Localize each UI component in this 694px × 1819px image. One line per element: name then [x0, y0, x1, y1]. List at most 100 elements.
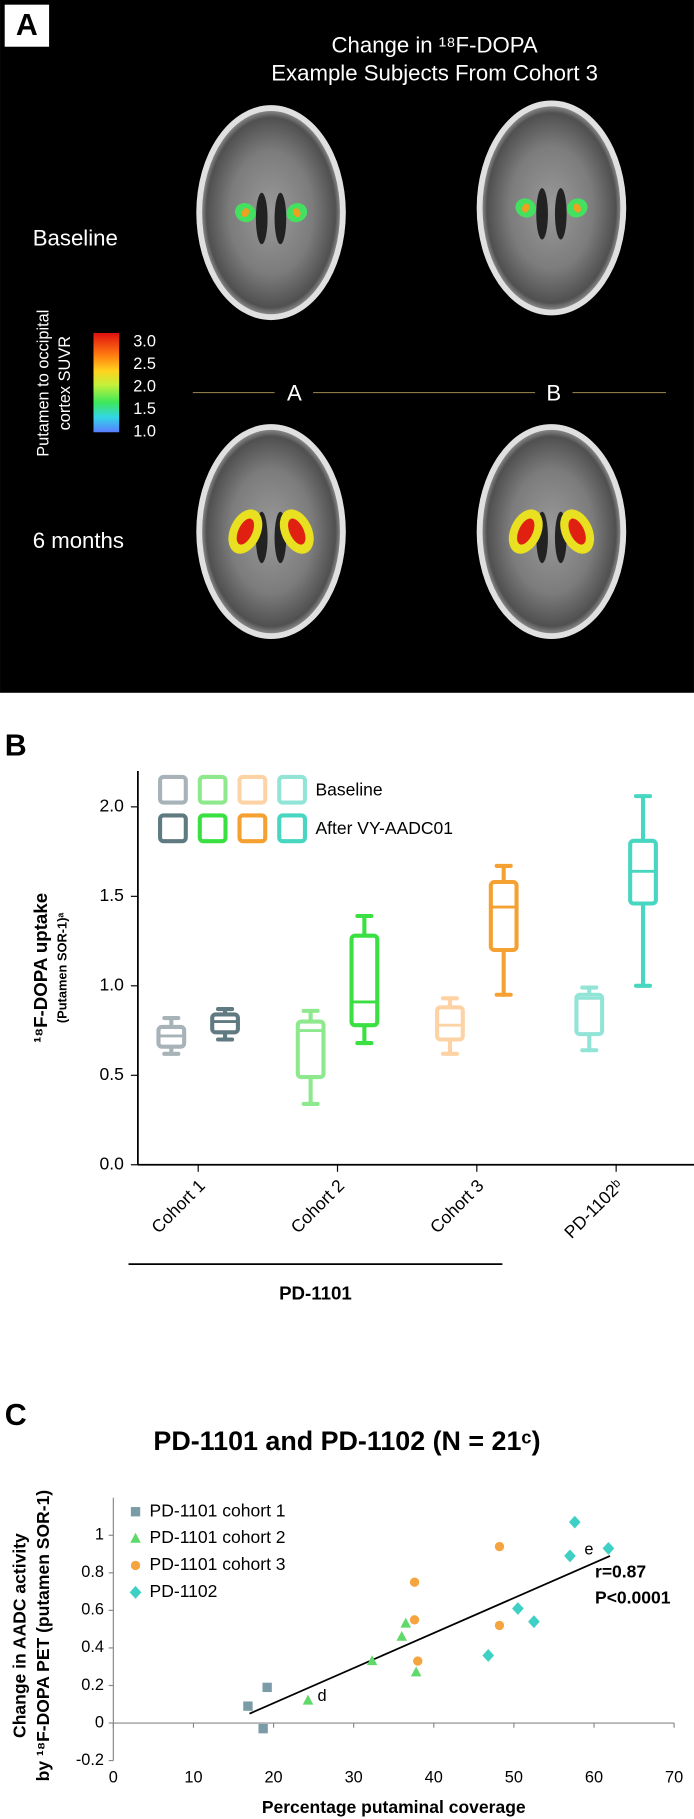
- legend-marker: [129, 1585, 142, 1599]
- y-tick-label: 0.0: [100, 1153, 125, 1173]
- x-tick-label: Cohort 3: [426, 1175, 488, 1237]
- legend-label: Baseline: [315, 780, 382, 800]
- colorbar-tick-label: 2.5: [133, 355, 156, 373]
- uptake: [517, 518, 535, 545]
- uptake: [573, 203, 581, 213]
- box: [295, 1019, 326, 1080]
- y-tick-label: 1: [95, 1526, 104, 1544]
- fit-line: [249, 1555, 611, 1715]
- point: [396, 1630, 407, 1641]
- panel-title: Example Subjects From Cohort 3: [271, 61, 598, 86]
- colorbar-label: Putamen to occipital: [35, 310, 53, 457]
- point-label: e: [584, 1541, 593, 1559]
- ventricle: [536, 188, 548, 240]
- x-tick-label: Cohort 1: [147, 1175, 209, 1237]
- point: [602, 1541, 615, 1555]
- y-tick-label: 1.0: [100, 974, 125, 994]
- y-tick-label: 0.4: [81, 1638, 104, 1656]
- uptake: [236, 518, 255, 545]
- box: [349, 933, 380, 1028]
- point: [409, 1577, 420, 1587]
- ventricle: [255, 192, 268, 245]
- legend-swatch: [197, 774, 228, 805]
- uptake: [288, 518, 306, 545]
- point: [494, 1620, 505, 1631]
- point: [568, 1515, 581, 1529]
- panel-letter: A: [16, 9, 38, 42]
- panel-title: Change in ¹⁸F-DOPA: [331, 33, 537, 58]
- x-tick-label: PD-1102ᵇ: [560, 1175, 627, 1242]
- uptake: [568, 518, 586, 545]
- point: [243, 1701, 253, 1711]
- point: [366, 1655, 378, 1666]
- y-axis-label: Change in AADC activity: [10, 1533, 30, 1738]
- box: [210, 1012, 240, 1035]
- ventricle: [554, 188, 567, 240]
- legend-label: After VY-AADC01: [315, 818, 453, 838]
- x-tick-label: 60: [585, 1768, 603, 1786]
- panel-letter-box: [4, 4, 50, 47]
- row-label: Baseline: [33, 225, 118, 250]
- point: [409, 1615, 420, 1625]
- y-tick-label: 0: [95, 1713, 104, 1731]
- chart-title: PD-1101 and PD-1102 (N = 21ᶜ): [153, 1426, 540, 1456]
- y-tick-label: 2.0: [100, 795, 125, 815]
- legend-label: PD-1101 cohort 2: [150, 1527, 286, 1547]
- legend-marker: [130, 1560, 141, 1571]
- point: [262, 1682, 272, 1693]
- point: [512, 1602, 524, 1615]
- colorbar-tick-label: 2.0: [133, 377, 156, 395]
- box: [574, 992, 605, 1037]
- y-axis-label: ¹⁸F-DOPA uptake: [30, 893, 51, 1043]
- x-tick-label: 20: [264, 1768, 282, 1786]
- point: [494, 1541, 505, 1552]
- y-tick-label: 0.5: [100, 1064, 124, 1084]
- annotation: P<0.0001: [595, 1588, 671, 1608]
- y-tick-label: 0.2: [81, 1676, 104, 1694]
- legend-swatch: [237, 813, 268, 844]
- x-tick-label: 50: [505, 1768, 523, 1786]
- colorbar-label: cortex SUVR: [56, 336, 74, 431]
- box: [488, 879, 519, 953]
- x-axis-label: Percentage putaminal coverage: [262, 1797, 526, 1817]
- x-tick-label: 40: [425, 1768, 443, 1786]
- group-label: PD-1101: [279, 1282, 352, 1303]
- legend-swatch: [277, 774, 307, 805]
- x-tick-label: 10: [184, 1768, 202, 1786]
- panel-letter: B: [5, 730, 27, 763]
- colorbar: [93, 332, 120, 433]
- legend-label: PD-1102: [150, 1581, 218, 1601]
- point: [302, 1694, 314, 1705]
- point: [258, 1723, 268, 1734]
- colorbar-tick-label: 3.0: [133, 332, 156, 350]
- y-tick-label: -0.2: [76, 1751, 104, 1769]
- legend-marker: [130, 1532, 141, 1543]
- point: [400, 1617, 412, 1628]
- point: [528, 1615, 540, 1629]
- legend-swatch: [237, 774, 268, 805]
- column-label: A: [287, 381, 302, 406]
- legend-label: PD-1101 cohort 3: [150, 1554, 286, 1574]
- uptake: [293, 208, 301, 218]
- point-label: d: [318, 1687, 327, 1705]
- box: [435, 1005, 465, 1042]
- brain-images: [196, 100, 627, 640]
- legend-marker: [130, 1507, 141, 1517]
- legend-swatch: [277, 813, 307, 844]
- brain: [482, 429, 621, 634]
- brain: [482, 106, 621, 310]
- legend-swatch: [158, 774, 188, 805]
- y-axis-label: by ¹⁸F-DOPA PET (putamen SOR-1): [33, 1490, 53, 1781]
- brain: [202, 429, 340, 634]
- legend-swatch: [158, 813, 188, 844]
- y-tick-label: 0.6: [81, 1601, 104, 1619]
- ventricle: [274, 192, 287, 245]
- point: [482, 1649, 495, 1662]
- y-tick-label: 0.8: [81, 1563, 104, 1581]
- point: [413, 1656, 423, 1666]
- x-tick-label: 70: [665, 1768, 683, 1786]
- point: [564, 1549, 576, 1563]
- legend-label: PD-1101 cohort 1: [150, 1500, 286, 1520]
